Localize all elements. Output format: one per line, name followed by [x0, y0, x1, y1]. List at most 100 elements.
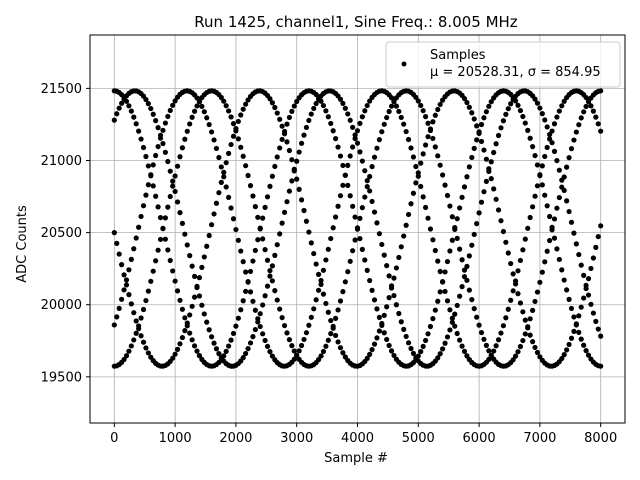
- data-point: [337, 298, 344, 304]
- data-point: [274, 297, 280, 303]
- data-point: [537, 279, 543, 285]
- data-point: [440, 172, 446, 178]
- data-point: [459, 343, 465, 349]
- data-point: [279, 314, 285, 321]
- x-tick-label: 8000: [584, 431, 617, 446]
- data-point: [491, 149, 497, 156]
- data-point: [111, 117, 117, 123]
- data-point: [228, 205, 234, 211]
- data-point: [464, 99, 470, 106]
- data-point: [598, 128, 604, 134]
- data-point: [578, 115, 584, 121]
- data-point: [505, 250, 511, 256]
- data-point: [354, 128, 361, 134]
- data-point: [153, 258, 159, 264]
- data-point: [352, 237, 358, 243]
- data-point: [427, 226, 434, 232]
- data-point: [264, 257, 271, 263]
- data-point: [464, 353, 470, 359]
- data-point: [157, 214, 164, 221]
- data-point: [345, 111, 351, 117]
- data-point: [352, 135, 358, 142]
- data-point: [337, 193, 344, 199]
- data-point: [228, 114, 234, 120]
- data-point: [469, 297, 475, 303]
- data-point: [279, 136, 285, 143]
- data-point: [174, 199, 181, 205]
- data-point: [500, 118, 507, 124]
- data-point: [539, 182, 545, 188]
- data-point: [350, 248, 356, 254]
- data-point: [216, 190, 222, 196]
- x-tick-label: 2000: [219, 431, 252, 446]
- data-point: [296, 186, 302, 192]
- legend-label: Samples: [430, 48, 486, 63]
- data-point: [544, 124, 550, 130]
- data-point: [437, 351, 443, 357]
- data-point: [218, 179, 224, 185]
- data-point: [432, 247, 438, 254]
- data-point: [325, 246, 331, 252]
- data-point: [240, 298, 246, 304]
- data-point: [481, 336, 487, 342]
- data-point: [427, 323, 434, 330]
- data-point: [328, 120, 334, 127]
- data-point: [128, 301, 134, 307]
- y-axis-ticks: 19500 20000 20500 21000 21500: [41, 82, 90, 385]
- data-point: [162, 236, 168, 242]
- data-point: [391, 292, 397, 299]
- data-point: [369, 164, 375, 170]
- legend-stats: μ = 20528.31, σ = 854.95: [430, 65, 601, 80]
- data-point: [136, 224, 142, 230]
- data-point: [590, 310, 596, 316]
- data-point: [230, 133, 237, 139]
- data-point: [376, 137, 382, 143]
- data-point: [454, 216, 460, 222]
- data-point: [430, 135, 436, 142]
- data-point: [384, 304, 390, 310]
- data-point: [150, 268, 156, 274]
- data-point: [123, 282, 130, 288]
- data-point: [211, 340, 217, 346]
- data-point: [422, 114, 429, 120]
- data-point: [415, 173, 421, 179]
- data-point: [311, 105, 317, 112]
- data-point: [131, 246, 137, 252]
- data-point: [284, 199, 290, 205]
- data-point: [153, 193, 159, 199]
- data-point: [374, 145, 380, 151]
- data-point: [243, 288, 249, 294]
- data-point: [440, 346, 446, 352]
- data-point: [559, 267, 565, 273]
- data-point: [301, 336, 307, 343]
- data-point: [520, 309, 526, 315]
- data-point: [347, 258, 353, 264]
- legend-box: [385, 41, 621, 88]
- data-point: [136, 128, 142, 134]
- data-point: [155, 143, 161, 150]
- data-point: [466, 253, 472, 259]
- data-point: [148, 278, 154, 284]
- data-point: [216, 154, 222, 161]
- data-point: [435, 355, 441, 361]
- data-point: [301, 132, 307, 138]
- data-point: [325, 337, 331, 343]
- data-point: [371, 341, 378, 347]
- y-tick-label: 19500: [41, 370, 82, 385]
- data-point: [296, 149, 302, 155]
- data-point: [539, 269, 545, 275]
- data-point: [298, 342, 305, 349]
- data-point: [274, 110, 280, 116]
- data-point: [277, 231, 283, 237]
- data-point: [243, 163, 249, 169]
- data-point: [469, 154, 475, 161]
- data-point: [123, 353, 130, 359]
- data-point: [187, 330, 193, 336]
- data-point: [189, 337, 195, 343]
- data-point: [420, 151, 426, 157]
- data-point: [508, 297, 514, 303]
- data-point: [174, 346, 181, 352]
- data-point: [427, 127, 434, 134]
- data-point: [432, 307, 438, 313]
- data-point: [576, 329, 582, 335]
